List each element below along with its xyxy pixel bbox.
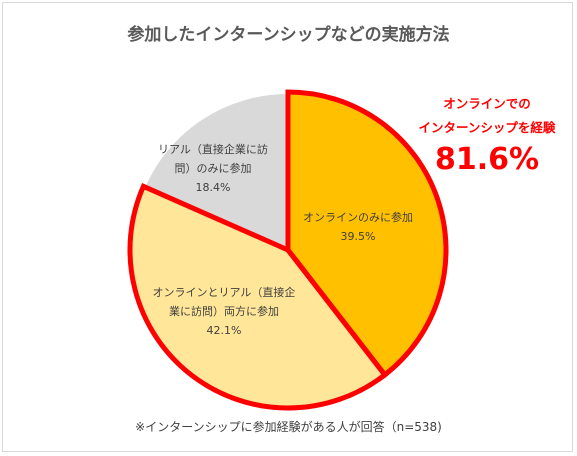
slice-name-label: リアル（直接企業に訪 <box>158 142 268 156</box>
highlight-outline-1 <box>285 89 449 379</box>
footnote: ※インターンシップに参加経験がある人が回答（n=538) <box>135 420 442 434</box>
highlight-outline-2 <box>127 183 389 411</box>
callout-line1: オンラインでの <box>443 96 531 111</box>
slice-name-label: 業に訪問）両方に参加 <box>169 304 279 318</box>
chart-title: 参加したインターンシップなどの実施方法 <box>127 25 450 45</box>
slice-value-label: 39.5% <box>341 230 376 243</box>
slice-value-label: 42.1% <box>207 324 242 337</box>
slice-name-label: 問）のみに参加 <box>175 161 252 175</box>
slice-value-label: 18.4% <box>196 181 231 194</box>
slice-name-label: オンラインとリアル（直接企 <box>153 285 296 299</box>
callout-value: 81.6% <box>434 142 540 177</box>
slice-name-label: オンラインのみに参加 <box>303 210 413 224</box>
callout-line2: インターンシップを経験 <box>418 120 556 135</box>
callout: オンラインでの インターンシップを経験 81.6% <box>412 92 562 180</box>
pie-slice-3 <box>142 91 289 252</box>
